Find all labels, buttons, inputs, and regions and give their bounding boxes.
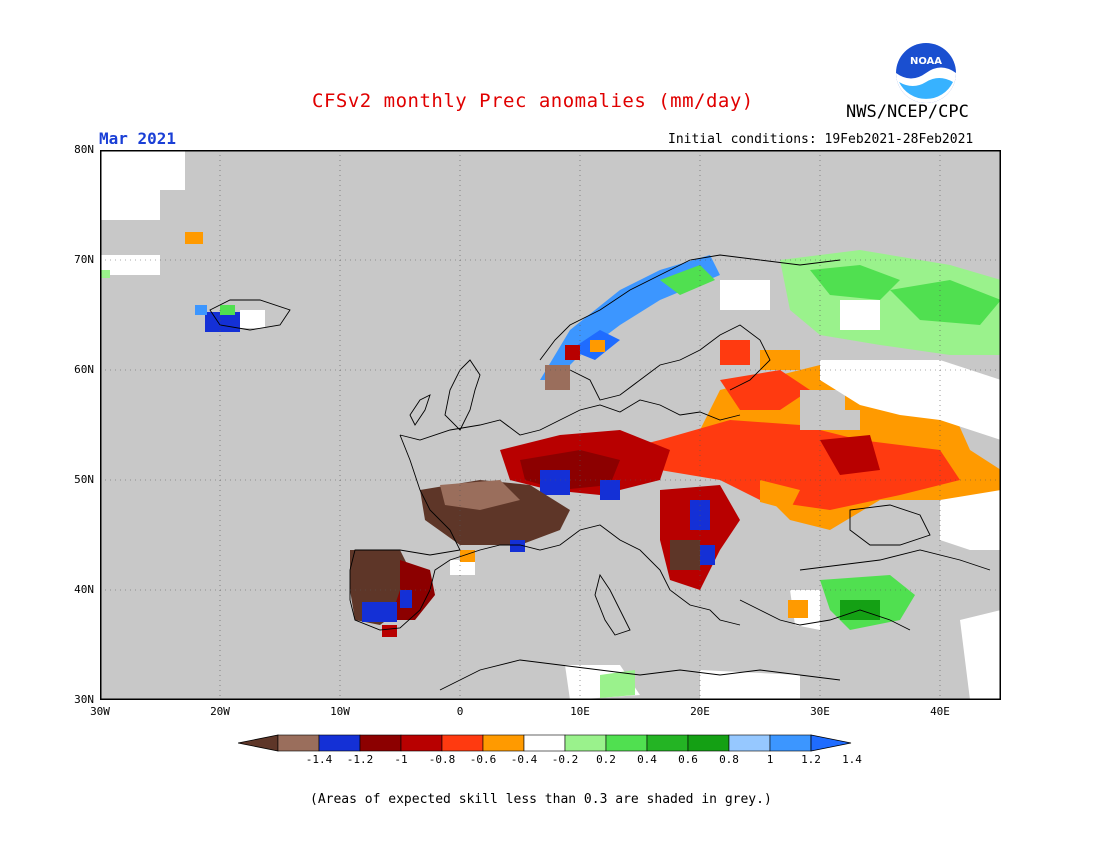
colorbar-swatch [523, 734, 566, 752]
colorbar-tick-label: -0.4 [510, 753, 538, 766]
colorbar-tick-label: -0.8 [428, 753, 456, 766]
footnote: (Areas of expected skill less than 0.3 a… [310, 792, 772, 807]
lon-tick-40e: 40E [930, 705, 950, 718]
colorbar-tick-label: 1.4 [842, 753, 862, 766]
map-frame [100, 150, 1001, 700]
noaa-logo: NOAA [896, 43, 956, 103]
france-dry-anomaly [420, 480, 570, 552]
lat-tick-30n: 30N [74, 693, 94, 706]
lat-tick-50n: 50N [74, 473, 94, 486]
lat-tick-80n: 80N [74, 143, 94, 156]
colorbar-tick-label: 1 [766, 753, 774, 766]
colorbar [238, 734, 852, 752]
russia-neutral-region [820, 360, 1001, 700]
lon-tick-20e: 20E [690, 705, 710, 718]
colorbar-swatch [605, 734, 648, 752]
lat-tick-40n: 40N [74, 583, 94, 596]
colorbar-tick-label: -1.2 [346, 753, 374, 766]
noaa-logo-text: NOAA [910, 56, 942, 67]
colorbar-tick-label: 1.2 [801, 753, 821, 766]
chart-title: CFSv2 monthly Prec anomalies (mm/day) [312, 90, 754, 112]
precip-anomaly-map [100, 150, 1001, 700]
norway-wet-anomaly [540, 255, 720, 390]
colorbar-tick-label: 0.8 [719, 753, 739, 766]
lat-tick-60n: 60N [74, 363, 94, 376]
lon-tick-30e: 30E [810, 705, 830, 718]
colorbar-arrow-low [238, 734, 279, 752]
colorbar-swatch [769, 734, 812, 752]
colorbar-arrow-high [810, 734, 852, 752]
colorbar-tick-label: -0.2 [551, 753, 579, 766]
nw-russia-wet-anomaly [720, 250, 1001, 355]
graticule [100, 150, 1001, 700]
lon-tick-0: 0 [456, 705, 464, 718]
central-europe-dry-anomaly [500, 430, 740, 590]
colorbar-swatch [359, 734, 402, 752]
colorbar-swatch [400, 734, 443, 752]
turkey-wet-anomaly [788, 575, 915, 630]
colorbar-tick-label: 0.4 [637, 753, 657, 766]
colorbar-swatch [318, 734, 361, 752]
colorbar-swatch [687, 734, 730, 752]
coastlines [209, 254, 991, 691]
north-africa-region [565, 665, 800, 700]
colorbar-swatch [441, 734, 484, 752]
colorbar-tick-label: -0.6 [469, 753, 497, 766]
colorbar-tick-label: 0.6 [678, 753, 698, 766]
agency-label: NWS/NCEP/CPC [846, 102, 969, 122]
colorbar-tick-label: -1 [394, 753, 408, 766]
initial-conditions: Initial conditions: 19Feb2021-28Feb2021 [668, 132, 974, 147]
colorbar-swatch [277, 734, 320, 752]
lon-tick-10e: 10E [570, 705, 590, 718]
lat-tick-70n: 70N [74, 253, 94, 266]
lon-tick-10w: 10W [330, 705, 350, 718]
forecast-month: Mar 2021 [99, 129, 177, 148]
colorbar-swatch [564, 734, 607, 752]
colorbar-swatch [646, 734, 689, 752]
colorbar-tick-label: 0.2 [596, 753, 616, 766]
lon-tick-30w: 30W [90, 705, 110, 718]
lon-tick-20w: 20W [210, 705, 230, 718]
colorbar-swatch [728, 734, 771, 752]
colorbar-tick-label: -1.4 [305, 753, 333, 766]
colorbar-swatch [482, 734, 525, 752]
